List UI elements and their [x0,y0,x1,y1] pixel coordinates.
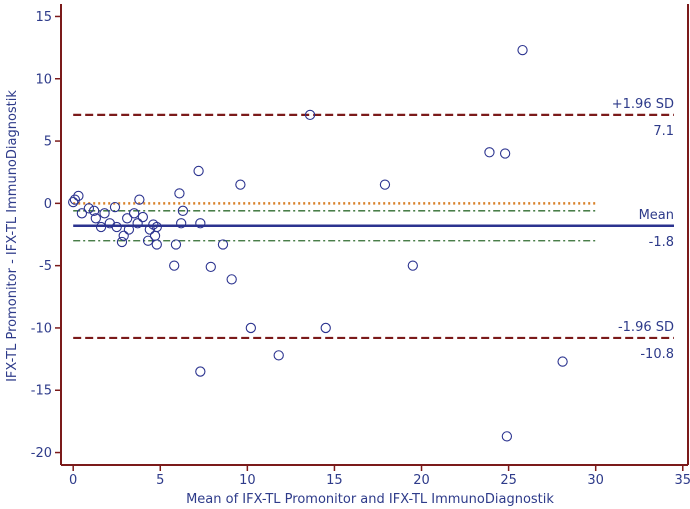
data-point [148,219,159,230]
x-tick-label: 25 [500,473,517,488]
y-axis-title: IFX-TL Promonitor - IFX-TL ImmunoDiagnos… [5,90,20,382]
y-tick-label: -20 [31,446,52,461]
data-point [95,221,107,233]
lower-label-top: -1.96 SD [618,320,674,335]
data-point [226,274,237,285]
x-tick-label: 15 [326,473,343,488]
data-point [134,194,145,205]
x-axis-title: Mean of IFX-TL Promonitor and IFX-TL Imm… [186,492,554,507]
data-point [501,431,513,442]
data-point [174,188,185,199]
data-point [195,366,206,377]
data-point [235,179,246,190]
y-tick-label: -10 [31,321,52,336]
data-point [137,211,149,223]
data-point [557,356,568,367]
data-point [88,205,100,216]
y-tick-label: -5 [39,259,52,274]
x-tick-label: 5 [156,473,164,488]
y-tick-label: 5 [44,135,52,150]
mean-label-value: -1.8 [649,235,674,250]
data-point [149,230,161,241]
data-point [320,322,331,334]
data-point [83,203,95,214]
plot-points [68,44,568,442]
data-point [217,239,229,250]
plot-lines [73,113,674,340]
y-tick-label: -15 [31,384,52,399]
data-point [195,218,206,229]
annotations: +1.96 SD 7.1 Mean -1.8 -1.96 SD -10.8 [612,97,674,362]
data-point [245,322,256,334]
data-point [499,148,511,159]
data-point [170,239,182,250]
data-point [109,201,121,213]
data-point [123,224,135,235]
x-tick-label: 35 [675,473,690,488]
data-point [151,239,162,250]
data-point [169,260,180,271]
data-point [177,205,189,216]
lower-label-value: -10.8 [640,347,674,362]
data-point [118,230,129,241]
upper-label-value: 7.1 [653,124,674,139]
data-point [484,147,495,158]
mean-label-top: Mean [639,208,674,223]
x-tick-label: 30 [587,473,604,488]
data-point [68,196,79,208]
y-tick-label: 10 [35,72,52,87]
data-point [90,213,101,224]
axes [60,4,689,466]
y-tick-label: 15 [35,10,52,25]
x-tick-label: 0 [69,473,77,488]
data-point [128,208,140,219]
data-point [205,261,216,273]
data-point [122,213,133,224]
data-point [99,208,110,219]
y-tick-label: 0 [44,197,52,212]
data-point [142,235,154,246]
data-point [304,109,316,121]
data-point [176,218,187,229]
data-point [151,221,162,233]
ticks: 0 5 10 15 20 25 30 35 -20 -15 -10 -5 0 5 10 15 [31,10,690,488]
data-point [517,44,528,56]
data-point [132,218,143,229]
data-point [73,190,84,202]
data-point [407,260,418,271]
upper-label-top: +1.96 SD [612,97,674,112]
data-point [69,194,81,205]
x-tick-label: 10 [239,473,256,488]
data-point [76,208,88,219]
data-point [111,221,122,233]
data-point [379,179,391,190]
data-point [116,236,128,248]
data-point [273,350,284,361]
data-point [193,165,204,177]
x-tick-label: 20 [413,473,430,488]
